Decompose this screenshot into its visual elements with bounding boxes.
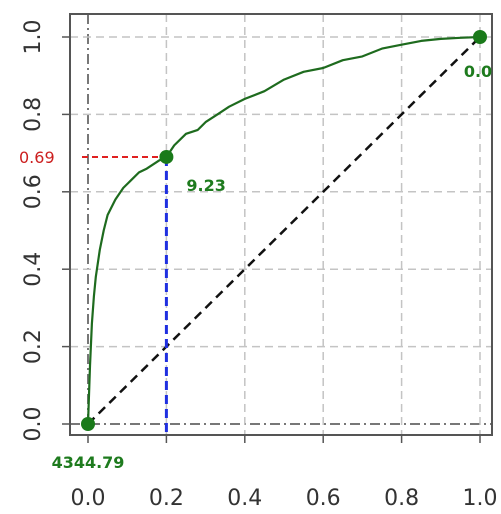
x-tick-label: 0.6 <box>306 486 341 511</box>
y-tick-label: 0.2 <box>21 329 46 364</box>
x-tick-label: 0.4 <box>227 486 262 511</box>
plot-frame <box>69 13 493 436</box>
chance-diagonal-line <box>87 36 481 425</box>
highlight-point <box>81 417 95 431</box>
grid <box>70 14 492 435</box>
point-annotation: 0.0 <box>464 62 492 81</box>
axes <box>62 13 493 443</box>
threshold-reference-lines <box>82 155 168 435</box>
highlight-point <box>159 149 174 164</box>
y-tick-label: 0.4 <box>21 252 46 287</box>
y-tick-label: 0.0 <box>21 407 46 442</box>
highlight-points <box>81 30 487 431</box>
tick-labels: 0.0 0.0 0.2 0.2 0.4 0.4 0.6 0.6 0.8 0.8 1.0 1.0 <box>21 20 498 512</box>
highlight-point <box>473 30 487 44</box>
y-reference-label: 0.69 <box>19 148 55 167</box>
x-tick-label: 0.2 <box>149 486 184 511</box>
y-tick-label: 1.0 <box>21 20 46 55</box>
roc-curve-line <box>86 35 481 425</box>
x-tick-label: 0.8 <box>384 486 419 511</box>
diagonal-reference <box>87 36 481 425</box>
y-tick-label: 0.6 <box>21 174 46 209</box>
point-annotations: 4344.79 9.23 0.0 0.69 <box>19 62 492 472</box>
x-tick-label: 0.0 <box>71 486 106 511</box>
y-tick-label: 0.8 <box>21 97 46 132</box>
point-annotation: 4344.79 <box>52 453 125 472</box>
point-annotation: 9.23 <box>186 176 225 195</box>
x-tick-label: 1.0 <box>463 486 498 511</box>
roc-curve <box>86 35 481 425</box>
